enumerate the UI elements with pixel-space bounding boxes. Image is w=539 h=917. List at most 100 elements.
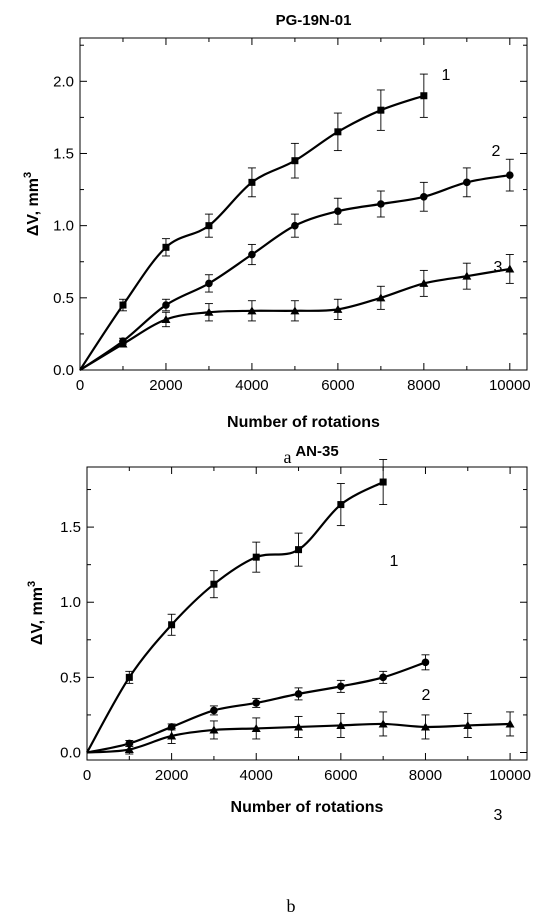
data-point-square [119,301,127,309]
data-point-square [295,546,303,554]
data-point-circle [248,250,256,259]
x-tick-label: 8000 [407,377,440,394]
data-point-circle [210,706,218,715]
y-axis-label-superscript: 3 [26,581,38,587]
data-point-circle [506,171,514,179]
x-tick-label: 10000 [489,767,531,784]
y-axis-label-text: ΔV, mm [25,178,42,236]
data-point-circle [294,690,303,698]
data-point-triangle [333,304,343,313]
y-axis-label: ΔV, mm3 [22,172,42,236]
y-tick-label: 0.5 [53,290,74,307]
series-3: 3 [79,254,515,371]
data-point-square [205,222,213,230]
data-point-triangle [378,719,388,728]
y-axis-label: ΔV, mm3 [26,581,46,645]
x-tick-label: 8000 [409,767,442,784]
x-tick-label: 6000 [324,767,357,784]
data-point-circle [421,658,430,667]
y-tick-label: 2.0 [53,73,74,90]
data-point-circle [420,192,428,201]
chart-panel-b: AN-35 0 2000 4000 6000 8000 10000 0.0 0.5 1.0 1.5 N… [26,443,531,916]
data-point-triangle [124,744,134,753]
series-number-label: 1 [390,553,399,570]
data-point-square [291,157,299,165]
data-point-circle [205,279,213,288]
chart-panel-a: PG-19N-01 0 2000 4000 6000 8000 10000 0.0 0.5 1.0… [22,12,531,467]
x-axis-label: Number of rotations [227,414,380,431]
data-point-square [377,106,385,114]
series-line [86,481,384,754]
series-line [79,94,425,371]
x-tick-label: 0 [76,377,84,394]
data-point-triangle [290,306,300,315]
chart-title: AN-35 [295,443,338,460]
data-point-triangle [462,271,472,280]
series-2: 2 [86,654,431,754]
data-point-square [210,580,218,588]
x-tick-label: 2000 [155,767,188,784]
series-number-label: 3 [494,807,503,824]
data-point-triangle [209,725,219,734]
plot-frame [79,37,528,371]
data-point-circle [379,673,387,682]
y-axis-label-text: ΔV, mm [29,587,46,645]
y-tick-label: 0.0 [60,744,81,761]
data-point-square [125,673,133,681]
data-point-triangle [204,307,214,316]
series-1: 1 [86,459,399,754]
data-point-square [252,553,260,561]
series-number-label: 1 [442,67,451,84]
data-point-triangle [118,339,128,348]
series-number-label: 2 [492,143,501,160]
data-point-triangle [376,293,386,302]
plot-frame [86,466,528,761]
y-tick-label: 0.5 [60,669,81,686]
data-point-triangle [167,731,177,740]
x-tick-label: 4000 [240,767,273,784]
data-point-triangle [420,722,430,731]
panel-caption: b [287,896,296,916]
chart-title: PG-19N-01 [276,12,352,29]
series-1: 1 [79,67,451,371]
data-point-square [420,92,428,100]
data-point-circle [252,699,261,707]
x-tick-label: 2000 [149,377,182,394]
panel-caption: a [284,447,292,467]
x-tick-label: 4000 [235,377,268,394]
series-number-label: 3 [494,259,503,276]
data-point-triangle [463,720,473,729]
data-point-square [248,178,256,186]
y-tick-label: 1.5 [53,145,74,162]
series-number-label: 2 [422,687,431,704]
data-point-square [168,621,176,629]
y-tick-label: 1.5 [60,519,81,536]
data-point-square [334,128,342,136]
x-tick-label: 0 [83,767,91,784]
data-point-square [162,243,170,251]
x-tick-label: 6000 [321,377,354,394]
data-point-circle [377,200,385,208]
series-3: 3 [86,711,515,824]
x-axis-label: Number of rotations [231,799,384,816]
data-point-circle [291,221,299,230]
data-point-triangle [251,723,261,732]
y-tick-label: 1.0 [60,594,81,611]
y-axis-label-superscript: 3 [22,172,34,178]
data-point-triangle [505,719,515,728]
data-point-circle [337,682,345,691]
data-point-triangle [247,306,257,315]
data-point-square [379,478,387,486]
data-point-circle [162,301,170,309]
data-point-square [337,501,345,509]
series-2: 2 [79,143,514,371]
data-point-circle [463,178,471,187]
data-point-triangle [505,264,515,273]
data-point-triangle [419,278,429,287]
data-point-triangle [336,720,346,729]
data-point-triangle [294,722,304,731]
data-point-triangle [161,314,171,323]
y-tick-label: 0.0 [53,362,74,379]
data-point-circle [334,207,342,216]
